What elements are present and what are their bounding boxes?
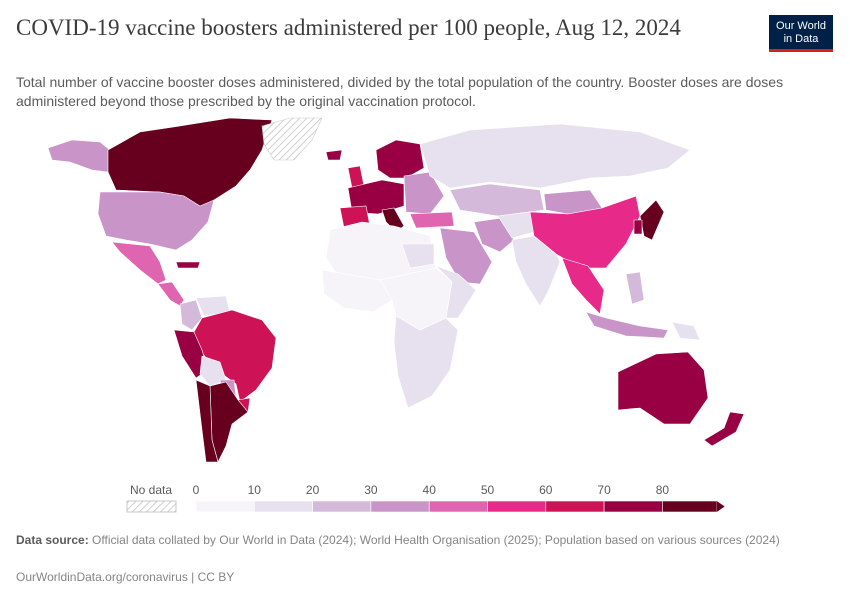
legend-bin [312,500,372,513]
region-east-africa[interactable] [435,265,477,319]
region-iceland[interactable] [325,149,343,161]
region-australia[interactable] [617,351,709,425]
legend-no-data-swatch [126,500,177,513]
region-iran[interactable] [473,217,515,253]
region-southern-africa[interactable] [393,315,459,409]
region-new-zealand[interactable] [703,411,745,447]
region-philippines[interactable] [625,271,645,305]
legend-tick-label: 20 [306,483,320,497]
region-united-states[interactable] [97,191,215,251]
region-russia[interactable] [419,123,691,189]
region-india[interactable] [511,235,561,307]
legend-arrow-icon [716,501,725,512]
legend-bin [487,500,547,513]
legend-tick-label: 40 [423,483,437,497]
world-map[interactable] [0,112,850,474]
region-eastern-europe[interactable] [403,171,445,215]
logo-line-1: Our World [776,20,826,32]
chart-title: COVID-19 vaccine boosters administered p… [16,15,681,40]
legend-bin [603,500,663,513]
legend-bin [662,500,718,513]
legend-tick-label: 50 [481,483,495,497]
color-legend: No data 0 10 20 30 40 50 60 70 80 [126,483,725,513]
logo-line-2: in Data [783,33,819,45]
region-canada[interactable] [107,117,273,213]
region-egypt[interactable] [401,243,435,269]
data-source-label: Data source: [16,533,89,547]
region-central-america[interactable] [157,281,185,307]
legend-bin [428,500,488,513]
region-papua-new-guinea[interactable] [671,321,701,341]
data-source-text: Official data collated by Our World in D… [92,533,780,547]
region-colombia[interactable] [179,299,203,331]
region-turkey[interactable] [409,211,455,229]
region-korea[interactable] [633,219,643,235]
legend-tick-label: 60 [539,483,553,497]
region-middle-east[interactable] [439,227,493,285]
legend-tick-label: 30 [364,483,378,497]
footer-url[interactable]: OurWorldinData.org/coronavirus | CC BY [16,570,235,584]
legend-tick-label: 10 [248,483,262,497]
region-japan[interactable] [639,199,665,241]
legend-bin [370,500,430,513]
region-alaska[interactable] [47,139,111,173]
region-indonesia[interactable] [585,311,669,339]
legend-bin [545,500,605,513]
region-bolivia[interactable] [199,355,227,387]
data-source: Data source: Official data collated by O… [16,533,796,548]
region-mexico[interactable] [111,241,167,285]
legend-no-data-label: No data [130,483,172,497]
legend-tick-label: 80 [656,483,670,497]
owid-logo[interactable]: Our World in Data [769,15,833,52]
region-greenland[interactable] [261,117,323,161]
region-kazakhstan[interactable] [449,183,545,217]
region-southeast-asia[interactable] [561,257,605,315]
chart-subtitle: Total number of vaccine booster doses ad… [16,74,784,109]
region-chile[interactable] [195,379,219,463]
region-scandinavia[interactable] [375,139,425,179]
legend-bin [254,500,313,513]
legend-tick-label: 0 [193,483,200,497]
legend-tick-label: 70 [597,483,611,497]
legend-bin [195,500,255,513]
region-cuba[interactable] [175,261,201,269]
